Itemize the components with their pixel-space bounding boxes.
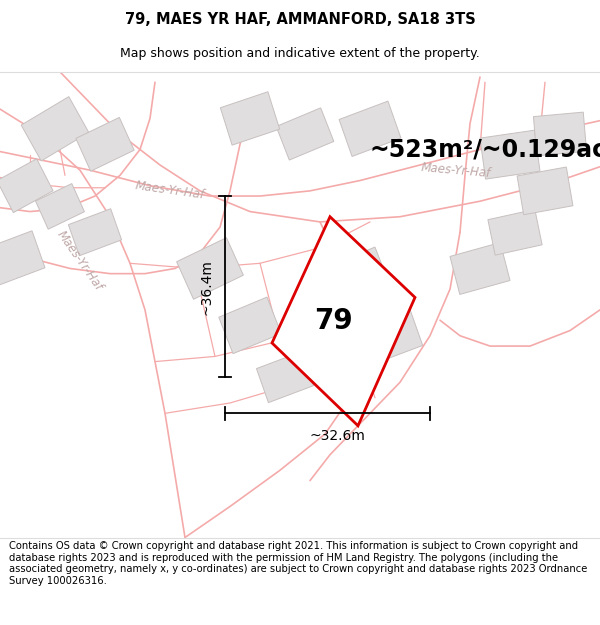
Text: 79: 79 [314, 307, 353, 335]
Bar [480, 130, 540, 179]
Bar [256, 352, 314, 402]
Text: ~32.6m: ~32.6m [310, 429, 365, 443]
Text: Maes-Yr-Haf: Maes-Yr-Haf [55, 228, 106, 292]
Text: Maes-Yr-Haf: Maes-Yr-Haf [420, 161, 491, 180]
Text: 79, MAES YR HAF, AMMANFORD, SA18 3TS: 79, MAES YR HAF, AMMANFORD, SA18 3TS [125, 12, 475, 27]
Bar [176, 238, 244, 299]
Text: ~523m²/~0.129ac.: ~523m²/~0.129ac. [370, 138, 600, 161]
Bar [220, 92, 280, 145]
Bar [517, 167, 573, 215]
Bar [358, 306, 422, 365]
Bar [68, 209, 122, 256]
Bar [0, 159, 53, 212]
Bar [21, 97, 89, 161]
Bar [533, 112, 587, 156]
Text: Contains OS data © Crown copyright and database right 2021. This information is : Contains OS data © Crown copyright and d… [9, 541, 587, 586]
Text: ~36.4m: ~36.4m [200, 259, 214, 314]
Bar [219, 297, 281, 354]
Bar [0, 231, 45, 286]
Text: Maes-Yr-Haf: Maes-Yr-Haf [134, 179, 206, 202]
Bar [76, 118, 134, 171]
Polygon shape [272, 217, 415, 426]
Bar [35, 184, 85, 229]
Bar [488, 209, 542, 255]
Bar [450, 242, 510, 294]
Bar [276, 108, 334, 160]
Text: Map shows position and indicative extent of the property.: Map shows position and indicative extent… [120, 48, 480, 61]
Bar [319, 247, 391, 311]
Bar [339, 101, 401, 156]
